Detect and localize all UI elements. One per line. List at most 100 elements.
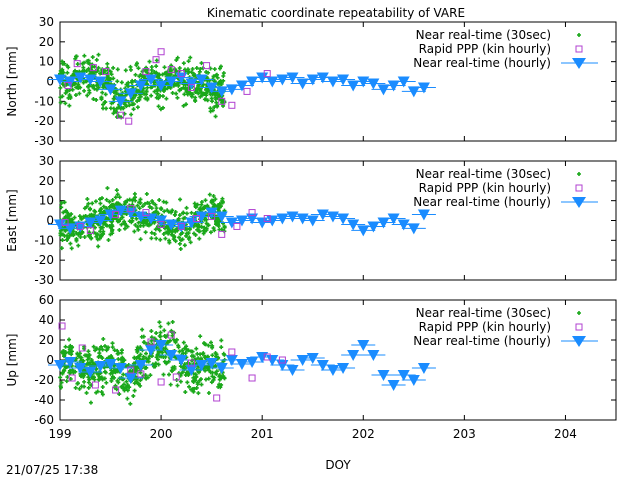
- near-30sec-point: [184, 370, 189, 375]
- near-30sec-point: [128, 64, 133, 69]
- near-30sec-point: [104, 380, 109, 385]
- hourly-point: [54, 219, 66, 231]
- near-30sec-point: [59, 246, 64, 251]
- near-30sec-point: [59, 205, 64, 210]
- near-30sec-point: [185, 92, 190, 97]
- near-30sec-point: [97, 351, 102, 356]
- near-30sec-point: [83, 353, 88, 358]
- near-30sec-point: [183, 390, 188, 395]
- y-tick-label: -40: [34, 393, 54, 407]
- near-30sec-point: [167, 238, 172, 243]
- near-30sec-point: [105, 61, 110, 66]
- near-30sec-point: [191, 231, 196, 236]
- near-30sec-point: [181, 211, 186, 216]
- y-tick-label: -20: [34, 253, 54, 267]
- hourly-point: [256, 72, 269, 84]
- near-30sec-point: [203, 198, 208, 203]
- series-rapid-ppp: [64, 48, 271, 125]
- near-30sec-point: [162, 209, 167, 214]
- hourly-point: [296, 213, 309, 225]
- near-30sec-point: [85, 197, 90, 202]
- x-tick-label: 203: [453, 427, 476, 441]
- near-30sec-point: [82, 88, 87, 93]
- near-30sec-point: [145, 200, 150, 205]
- near-30sec-point: [182, 243, 187, 248]
- near-30sec-point: [109, 219, 114, 224]
- series-rapid-ppp: [61, 205, 271, 238]
- hourly-point: [195, 211, 208, 223]
- near-30sec-point: [111, 90, 116, 95]
- near-30sec-point: [135, 105, 140, 110]
- near-30sec-point: [177, 235, 182, 240]
- rapid-ppp-point: [208, 213, 216, 221]
- legend-label: Rapid PPP (kin hourly): [419, 181, 551, 195]
- hourly-point: [205, 82, 218, 94]
- near-30sec-point: [157, 76, 162, 81]
- legend-label: Near real-time (hourly): [413, 334, 551, 348]
- near-30sec-point: [100, 347, 105, 352]
- hourly-point: [165, 350, 178, 361]
- near-30sec-point: [170, 369, 175, 374]
- near-30sec-point: [186, 59, 191, 64]
- near-30sec-point: [199, 224, 204, 229]
- near-30sec-point: [98, 201, 103, 206]
- rapid-ppp-point: [157, 220, 165, 228]
- near-30sec-point: [157, 320, 162, 325]
- near-30sec-point: [111, 96, 116, 101]
- near-30sec-point: [189, 210, 194, 215]
- near-30sec-point: [105, 65, 110, 70]
- near-30sec-point: [209, 200, 214, 205]
- legend-label: Near real-time (30sec): [416, 167, 551, 181]
- near-30sec-point: [156, 104, 161, 109]
- near-30sec-point: [164, 200, 169, 205]
- near-30sec-point: [211, 74, 216, 79]
- near-30sec-point: [156, 352, 161, 357]
- x-tick-label: 200: [150, 427, 173, 441]
- near-30sec-point: [76, 243, 81, 248]
- hourly-point: [246, 76, 259, 88]
- near-30sec-point: [106, 238, 111, 243]
- near-30sec-point: [87, 90, 92, 95]
- rapid-ppp-point: [172, 373, 180, 381]
- near-30sec-point: [104, 197, 109, 202]
- near-30sec-point: [146, 356, 151, 361]
- near-30sec-point: [60, 94, 65, 99]
- hourly-point: [215, 211, 228, 223]
- near-30sec-point: [112, 94, 117, 99]
- near-30sec-point: [149, 93, 154, 98]
- near-30sec-point: [180, 230, 185, 235]
- hourly-point: [104, 84, 117, 96]
- near-30sec-point: [195, 202, 200, 207]
- rapid-ppp-point: [127, 205, 135, 213]
- near-30sec-point: [210, 374, 215, 379]
- hourly-point: [104, 359, 117, 370]
- rapid-ppp-point: [68, 374, 76, 382]
- near-30sec-point: [91, 361, 96, 366]
- near-30sec-point: [217, 219, 222, 224]
- near-30sec-point: [89, 358, 94, 363]
- near-30sec-point: [170, 208, 175, 213]
- y-axis-label: North [mm]: [5, 46, 19, 116]
- near-30sec-point: [198, 67, 203, 72]
- near-30sec-point: [176, 345, 181, 350]
- near-30sec-point: [215, 75, 220, 80]
- near-30sec-point: [115, 79, 120, 84]
- near-30sec-point: [88, 360, 93, 365]
- near-30sec-point: [82, 60, 87, 65]
- near-30sec-point: [121, 386, 126, 391]
- near-30sec-point: [86, 84, 91, 89]
- near-30sec-point: [156, 362, 161, 367]
- near-30sec-point: [115, 67, 120, 72]
- near-30sec-point: [205, 98, 210, 103]
- hourly-point: [195, 74, 208, 86]
- rapid-ppp-point: [157, 48, 165, 56]
- near-30sec-point: [178, 379, 183, 384]
- hourly-point: [387, 213, 400, 225]
- near-30sec-point: [123, 200, 128, 205]
- near-30sec-point: [138, 378, 143, 383]
- near-30sec-point: [219, 376, 224, 381]
- near-30sec-point: [201, 231, 206, 236]
- hourly-point: [357, 340, 370, 351]
- near-30sec-point: [194, 86, 199, 91]
- near-30sec-point: [119, 115, 124, 120]
